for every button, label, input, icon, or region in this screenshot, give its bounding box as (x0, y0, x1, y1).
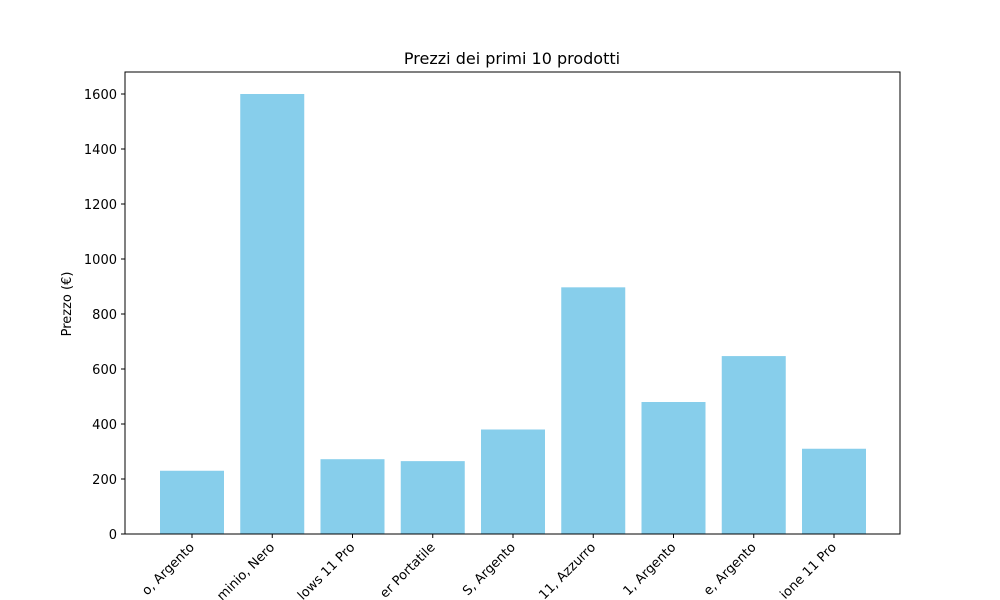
x-tick-label: 11, Azzurro (536, 540, 599, 600)
plot-frame (124, 71, 901, 535)
x-tick-label: o, Argento (139, 540, 198, 599)
y-tick-label: 1000 (84, 253, 117, 268)
x-tick-label: lows 11 Pro (295, 540, 358, 600)
bar-1 (160, 470, 224, 534)
x-ticks-group: o, Argento minio, Nero lows 11 Pro er Porta… (139, 534, 840, 600)
x-tick-label: er Portatile (377, 540, 438, 600)
x-tick-label: S, Argento (460, 540, 519, 599)
y-tick-label: 0 (109, 528, 117, 543)
bar-8 (721, 356, 786, 534)
y-tick-label: 600 (92, 363, 117, 378)
x-tick-label: minio, Nero (214, 540, 278, 600)
y-tick-label: 1400 (84, 143, 117, 158)
x-tick-label: e, Argento (701, 540, 760, 599)
x-tick-label: 1, Argento (621, 540, 680, 599)
y-axis-label: Prezzo (€) (60, 272, 75, 337)
y-ticks-group: 0 200 400 600 800 1000 1200 1400 1600 (84, 88, 125, 543)
y-tick-label: 1600 (84, 88, 117, 103)
y-tick-label: 1200 (84, 198, 117, 213)
bar-2 (240, 94, 305, 534)
bar-4 (400, 461, 465, 534)
bar-6 (561, 287, 626, 534)
y-tick-label: 200 (92, 473, 117, 488)
bar-9 (802, 448, 866, 534)
bar-7 (641, 402, 706, 534)
bar-3 (320, 459, 385, 534)
y-tick-label: 400 (92, 418, 117, 433)
bar-5 (481, 429, 545, 534)
x-tick-label: ione 11 Pro (777, 540, 839, 600)
bars-group (160, 94, 866, 534)
y-tick-label: 800 (92, 308, 117, 323)
chart-title: Prezzi dei primi 10 prodotti (404, 49, 620, 68)
